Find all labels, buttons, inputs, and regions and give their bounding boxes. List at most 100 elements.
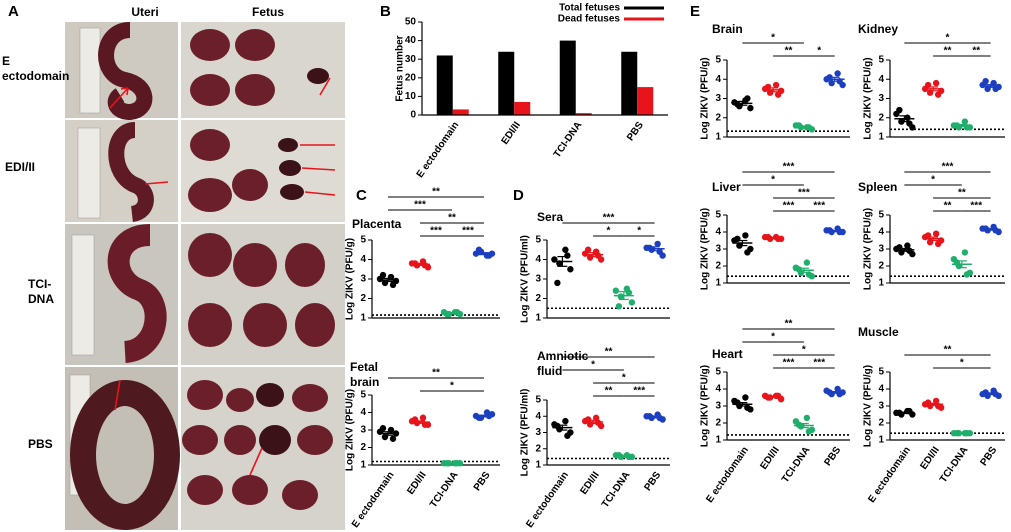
y-tick-label: 1 <box>715 435 721 446</box>
significance-label: ** <box>432 187 440 198</box>
x-tick-label: PBS <box>472 470 493 493</box>
significance-label: * <box>771 33 775 44</box>
x-tick-label: TCI-DNA <box>552 120 585 160</box>
significance-label: ** <box>448 213 456 224</box>
significance-label: * <box>450 381 454 392</box>
fetus <box>232 169 268 201</box>
x-tick-label: PBS <box>978 445 999 468</box>
row-label: E <box>2 54 10 68</box>
subplot-title: Kidney <box>858 22 898 36</box>
column-header: Uteri <box>131 5 158 19</box>
x-tick-label: E ectodomain <box>350 470 397 530</box>
y-tick-label: 20 <box>405 72 417 83</box>
x-tick-label: PBS <box>625 120 646 143</box>
fetus <box>233 243 277 287</box>
fetus <box>295 303 335 347</box>
x-tick-label: PBS <box>822 445 843 468</box>
arrow <box>319 77 331 96</box>
y-tick-label: 1 <box>715 132 721 143</box>
x-tick-label: E ectodomain <box>704 445 751 505</box>
significance-label: * <box>802 345 806 356</box>
point <box>584 246 592 253</box>
significance-label: * <box>591 360 595 371</box>
point <box>764 83 772 91</box>
arrow <box>300 144 336 196</box>
point <box>961 249 969 256</box>
point <box>562 246 569 253</box>
photo-panel: Uteri Fetus E ectodomain EDI/II TCI- DNA… <box>2 5 345 530</box>
significance-label: ** <box>785 319 793 330</box>
significance-label: * <box>637 226 641 237</box>
fetus <box>226 388 254 412</box>
y-tick-label: 1 <box>535 313 541 324</box>
y-axis-title: Log ZIKV (PFU/ml) <box>520 389 531 477</box>
significance-label: *** <box>783 358 795 369</box>
bar <box>436 55 453 115</box>
significance-label: * <box>960 358 964 369</box>
y-tick-label: 2 <box>360 442 366 453</box>
fetus <box>280 184 304 200</box>
y-tick-label: 50 <box>405 17 417 28</box>
point <box>564 432 571 439</box>
y-tick-label: 4 <box>878 74 884 85</box>
subplot-title: Spleen <box>858 180 897 194</box>
point <box>747 104 754 112</box>
y-tick-label: 1 <box>715 278 721 289</box>
y-tick-label: 3 <box>535 274 541 285</box>
point <box>934 240 942 248</box>
ruler <box>77 127 101 219</box>
bar <box>621 51 638 115</box>
significance-label: *** <box>414 200 426 211</box>
y-tick-label: 5 <box>535 235 541 246</box>
y-tick-label: 30 <box>405 54 417 65</box>
significance-label: * <box>946 33 950 44</box>
y-axis-title: Log ZIKV (PFU/g) <box>700 365 711 447</box>
point <box>961 118 969 125</box>
significance-label: *** <box>783 162 795 173</box>
significance-label: *** <box>462 226 474 237</box>
y-tick-label: 5 <box>535 395 541 406</box>
significance-label: ** <box>944 46 952 57</box>
fetus <box>279 160 301 176</box>
fetus <box>182 425 218 455</box>
significance-label: ** <box>785 46 793 57</box>
subplot-title: Liver <box>712 180 741 194</box>
x-tick-label: PBS <box>642 470 663 493</box>
significance-label: ** <box>432 368 440 379</box>
bar <box>498 51 515 115</box>
point <box>615 303 623 310</box>
y-tick-label: 2 <box>878 418 884 429</box>
fetus <box>235 29 275 61</box>
y-tick-label: 5 <box>715 367 721 378</box>
point <box>562 417 569 425</box>
y-tick-label: 3 <box>360 425 366 436</box>
point <box>803 414 811 422</box>
ruler <box>79 27 101 114</box>
x-tick-label: TCI-DNA <box>938 445 971 485</box>
y-tick-label: 1 <box>878 435 884 446</box>
x-tick-label: E ectodomain <box>524 470 571 530</box>
y-tick-label: 3 <box>715 244 721 255</box>
x-tick-label: EDI/II <box>500 120 523 147</box>
x-tick-label: TCI-DNA <box>600 470 633 510</box>
point <box>475 246 483 253</box>
y-tick-label: 5 <box>360 235 366 246</box>
y-tick-label: 3 <box>878 93 884 104</box>
x-tick-label: EDI/II <box>918 445 941 472</box>
significance-label: * <box>607 226 611 237</box>
arrow <box>109 87 129 109</box>
y-axis-title: Log ZIKV (PFU/g) <box>863 365 874 447</box>
significance-label: *** <box>813 358 825 369</box>
x-tick-label: EDI/II <box>405 470 428 497</box>
y-tick-label: 4 <box>878 384 884 395</box>
y-tick-label: 1 <box>878 278 884 289</box>
y-tick-label: 2 <box>715 418 721 429</box>
bar <box>559 40 576 115</box>
uterus <box>70 380 180 530</box>
fetus <box>256 383 284 407</box>
point <box>963 271 971 278</box>
point <box>612 287 620 294</box>
y-tick-label: 5 <box>878 55 884 66</box>
significance-label: *** <box>942 162 954 173</box>
y-tick-label: 3 <box>878 401 884 412</box>
